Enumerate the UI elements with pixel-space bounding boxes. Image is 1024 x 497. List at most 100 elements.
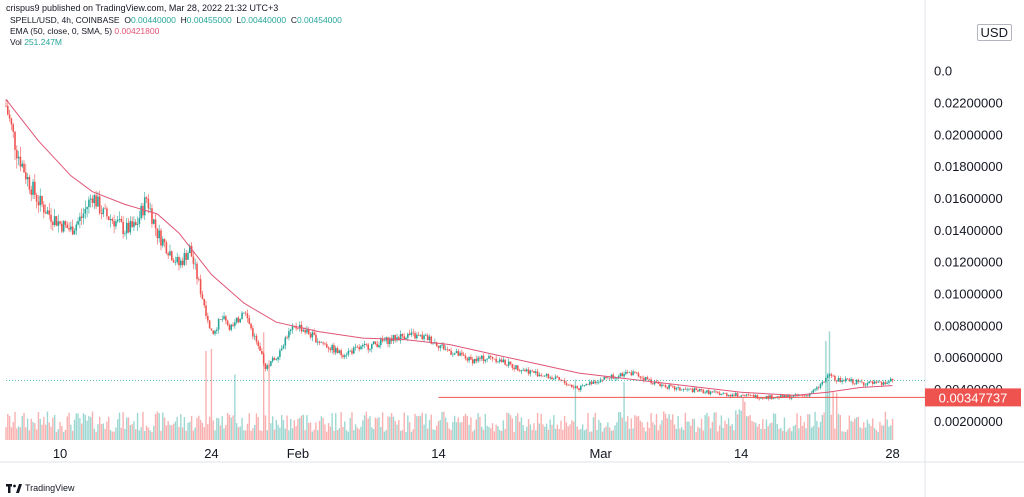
candle-body <box>462 354 465 356</box>
candle-body <box>812 389 815 393</box>
candle-body <box>340 350 342 356</box>
candle-body <box>104 208 106 210</box>
candle-body <box>140 205 142 218</box>
symbol-label[interactable]: SPELL/USD, 4h, COINBASE <box>10 15 120 25</box>
volume-bar <box>873 428 876 440</box>
volume-bar <box>747 416 750 440</box>
candle-body <box>803 395 806 397</box>
candle-body <box>534 371 537 373</box>
candle-body <box>807 395 809 397</box>
candle-body <box>163 239 166 243</box>
low-value: 0.00440000 <box>241 15 287 25</box>
candle-body <box>147 198 150 209</box>
candle-body <box>277 356 279 360</box>
volume-bar <box>664 413 667 440</box>
candle-body <box>648 379 651 380</box>
candle-body <box>244 312 247 314</box>
volume-bar <box>144 431 146 440</box>
volume-bar <box>181 427 184 440</box>
candle-body <box>844 378 847 382</box>
volume-bar <box>145 425 148 440</box>
volume-bar <box>113 431 115 440</box>
volume-legend[interactable]: Vol 251.247M <box>10 37 62 48</box>
candle-body <box>252 328 254 337</box>
volume-bar <box>845 431 847 440</box>
candle-body <box>536 371 539 377</box>
volume-bar <box>688 421 690 440</box>
volume-bar <box>682 430 685 440</box>
volume-bar <box>607 422 609 440</box>
candle-body <box>352 347 355 354</box>
candle-body <box>875 381 878 383</box>
candle-body <box>607 377 609 379</box>
volume-bar <box>35 429 38 440</box>
candle-body <box>250 323 252 329</box>
volume-bar <box>672 414 674 440</box>
candle-body <box>169 251 171 256</box>
volume-bar <box>295 426 297 440</box>
volume-bar <box>738 409 741 440</box>
candle-body <box>828 374 831 376</box>
volume-bar <box>520 417 523 440</box>
candle-body <box>86 207 88 209</box>
candle-body <box>266 365 269 369</box>
volume-bar <box>122 412 124 440</box>
candle-body <box>138 217 141 224</box>
candle-body <box>486 358 488 360</box>
y-tick-label: 0.00800000 <box>934 318 1003 333</box>
candle-body <box>158 230 160 239</box>
candle-body <box>61 223 63 232</box>
volume-bar <box>374 417 377 440</box>
candle-body <box>262 354 265 364</box>
candle-body <box>152 219 155 224</box>
volume-bar <box>306 415 308 440</box>
volume-bar <box>576 426 578 440</box>
x-tick-label: 24 <box>204 446 218 461</box>
volume-bar <box>603 427 605 440</box>
candle-body <box>253 335 256 337</box>
volume-bar <box>863 422 865 440</box>
volume-label: Vol <box>10 37 22 47</box>
candle-body <box>731 394 733 397</box>
candle-body <box>491 356 494 359</box>
candle-body <box>787 395 789 398</box>
candle-body <box>416 334 418 339</box>
candle-body <box>235 317 238 323</box>
volume-bar <box>598 419 600 440</box>
volume-bar <box>704 415 706 440</box>
volume-bar <box>475 419 478 440</box>
candle-body <box>861 381 863 383</box>
volume-bar <box>540 413 542 440</box>
volume-bar <box>237 427 240 440</box>
volume-bar <box>347 431 350 440</box>
volume-bar <box>100 423 103 440</box>
volume-bar <box>787 429 789 440</box>
y-tick-label: 0.01400000 <box>934 223 1003 238</box>
volume-bar <box>644 431 647 440</box>
candle-body <box>25 172 27 180</box>
volume-bar <box>695 432 697 440</box>
volume-bar <box>333 430 335 440</box>
volume-bar <box>174 421 177 440</box>
volume-bar <box>39 418 41 440</box>
candle-body <box>679 387 681 391</box>
ema-line <box>5 99 893 396</box>
ema-legend[interactable]: EMA (50, close, 0, SMA, 5) 0.00421800 <box>10 26 159 37</box>
candle-body <box>403 336 406 340</box>
tradingview-brand[interactable]: TradingView <box>6 483 75 493</box>
volume-bar <box>117 419 119 440</box>
candle-body <box>149 208 151 209</box>
volume-bar <box>372 429 375 440</box>
candle-body <box>426 335 429 341</box>
y-tick-label: 0.00600000 <box>934 350 1003 365</box>
currency-button[interactable]: USD <box>976 24 1012 41</box>
volume-bar <box>839 415 842 440</box>
candle-body <box>716 391 719 393</box>
candle-body <box>428 336 431 341</box>
candle-body <box>497 361 499 363</box>
volume-bar <box>526 426 528 440</box>
candle-body <box>652 383 654 385</box>
volume-bar <box>396 424 398 440</box>
candle-body <box>62 221 65 232</box>
